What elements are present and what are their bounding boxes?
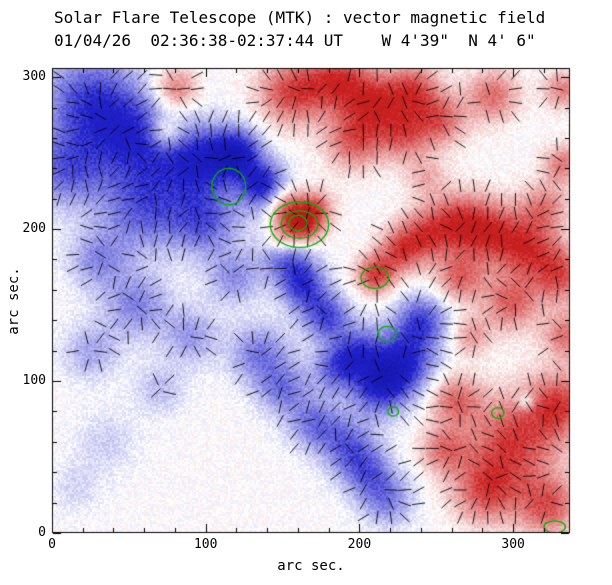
y-tick-label: 200 — [22, 221, 46, 237]
x-axis-label: arc sec. — [277, 558, 345, 574]
x-tick-label: 200 — [347, 537, 372, 552]
y-tick-label: 100 — [22, 373, 46, 389]
x-tick-label: 0 — [48, 537, 56, 552]
chart-title: Solar Flare Telescope (MTK) : vector mag… — [54, 8, 546, 27]
y-tick-label: 0 — [38, 525, 46, 540]
y-tick-label: 300 — [22, 69, 46, 85]
y-axis-label: arc sec. — [6, 267, 22, 335]
x-tick-label: 100 — [193, 537, 218, 552]
x-tick-label: 300 — [501, 537, 525, 552]
chart-subtitle: 01/04/26 02:36:38-02:37:44 UT W 4'39" N … — [54, 31, 536, 50]
